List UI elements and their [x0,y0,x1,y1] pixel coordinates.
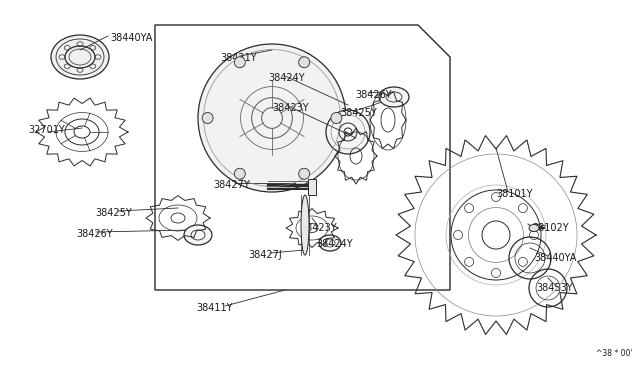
Ellipse shape [299,168,310,179]
Text: 38426Y: 38426Y [355,90,392,100]
Ellipse shape [326,110,370,154]
Ellipse shape [234,168,245,179]
Text: 38421Y: 38421Y [220,53,257,63]
Text: 38453Y: 38453Y [536,283,573,293]
Ellipse shape [299,57,310,68]
Ellipse shape [529,224,539,231]
Text: 38425Y: 38425Y [95,208,132,218]
Ellipse shape [331,112,342,124]
Ellipse shape [379,87,409,107]
Text: 38427Y: 38427Y [213,180,250,190]
Polygon shape [308,179,316,195]
Text: 38425Y: 38425Y [340,108,377,118]
Text: 38423Y: 38423Y [300,223,337,233]
Ellipse shape [184,225,212,245]
Text: 38440YA: 38440YA [110,33,152,43]
Ellipse shape [301,195,309,255]
Ellipse shape [51,35,109,79]
Text: 38424Y: 38424Y [316,239,353,249]
Text: 38102Y: 38102Y [532,223,568,233]
Ellipse shape [202,112,213,124]
Text: 38440YA: 38440YA [534,253,577,263]
Text: 38424Y: 38424Y [268,73,305,83]
Text: ^38 * 00': ^38 * 00' [596,350,632,359]
Text: 38427J: 38427J [248,250,282,260]
Ellipse shape [234,57,245,68]
Text: 32701Y: 32701Y [28,125,65,135]
Text: 38101Y: 38101Y [496,189,532,199]
Ellipse shape [198,44,346,192]
Text: 38423Y: 38423Y [272,103,308,113]
Ellipse shape [319,235,341,251]
Text: 38411Y: 38411Y [196,303,232,313]
Text: 38426Y: 38426Y [76,229,113,239]
